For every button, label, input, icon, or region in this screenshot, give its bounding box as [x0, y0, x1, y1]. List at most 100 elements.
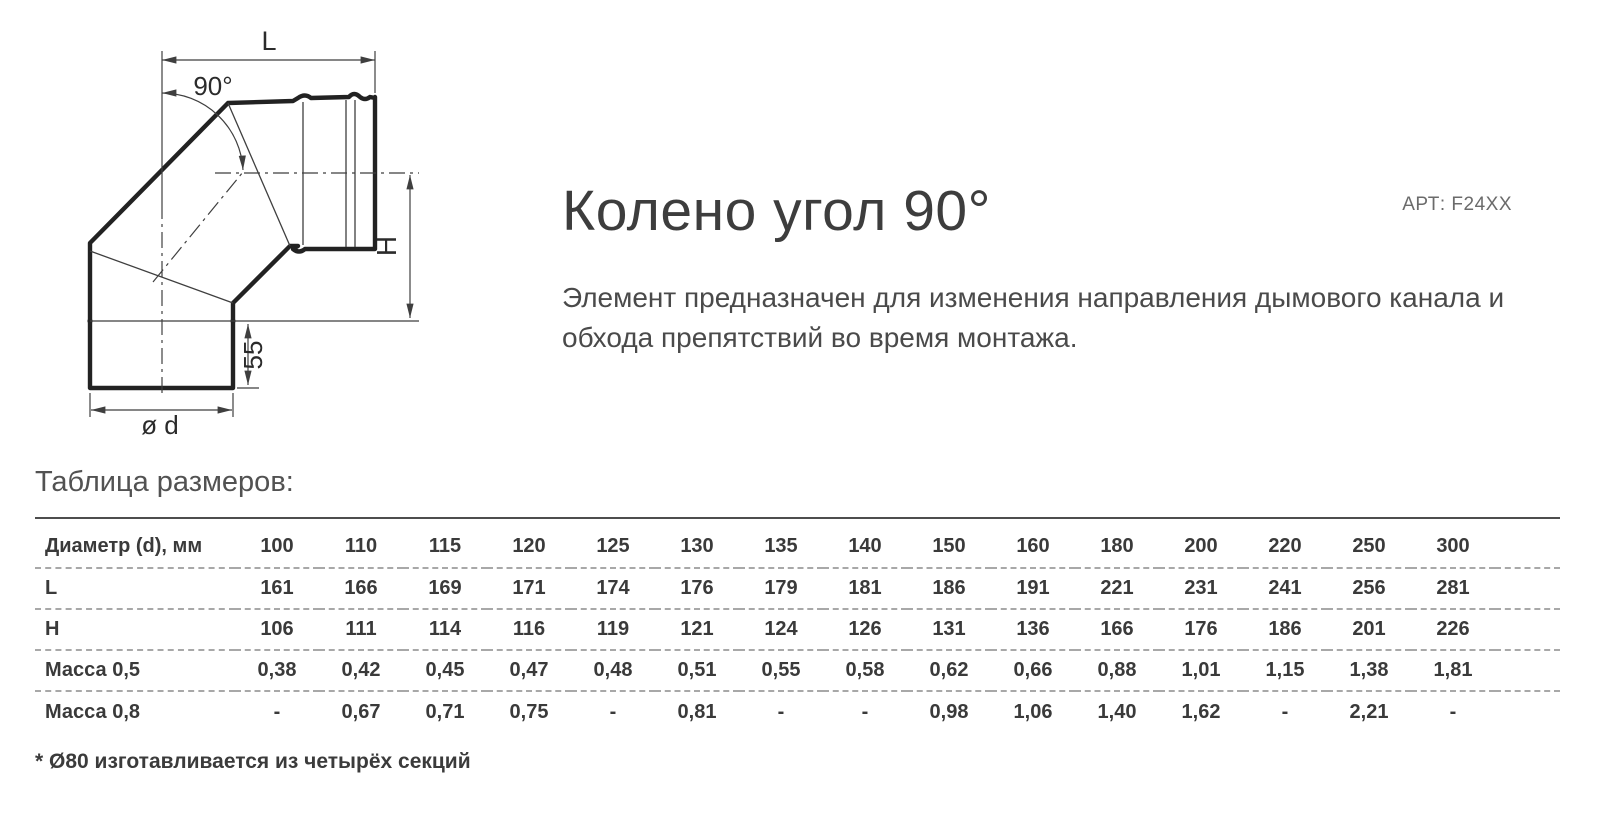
- technical-drawing: L 90° H 55 ø d: [87, 26, 419, 440]
- size-value-cell: 1,01: [1159, 650, 1243, 692]
- size-value-cell: 181: [823, 568, 907, 610]
- size-value-cell: 2,21: [1349, 700, 1389, 723]
- size-value-cell: 121: [655, 609, 739, 651]
- size-value-cell: 169: [403, 568, 487, 610]
- row-label: L: [35, 568, 235, 610]
- product-description: Элемент предназначен для изменения напра…: [562, 282, 1505, 354]
- size-value-cell: 176: [1159, 609, 1243, 651]
- diameter-header-cell: 160: [991, 517, 1075, 569]
- size-value-cell: 186: [1243, 609, 1327, 651]
- diameter-header-cell: 110: [319, 517, 403, 569]
- size-value-cell: 136: [991, 609, 1075, 651]
- diameter-header-cell: 120: [487, 517, 571, 569]
- row-label: H: [35, 609, 235, 651]
- size-value-cell: 241: [1243, 568, 1327, 610]
- size-value-cell: 161: [235, 568, 319, 610]
- table-row: L 161 166 169 171 174 176 179 181 186 191 221 231 241…: [35, 568, 1560, 610]
- size-value-cell: 0,81: [677, 700, 717, 723]
- size-value-cell: 1,06: [1013, 700, 1053, 723]
- size-value-cell: -: [777, 700, 785, 723]
- row-label: Масса 0,5: [35, 650, 235, 692]
- footnote: * Ø80 изготавливается из четырёх секций: [35, 750, 471, 773]
- diameter-header-cell: 130: [655, 517, 739, 569]
- size-value-cell: 114: [403, 609, 487, 651]
- size-value-cell: 171: [487, 568, 571, 610]
- size-value-cell: 1,38: [1327, 650, 1411, 692]
- size-value-cell: -: [273, 700, 281, 723]
- diameter-header-cell: 100: [235, 517, 319, 569]
- diameter-header-cell: 135: [739, 517, 823, 569]
- size-value-cell: 0,58: [823, 650, 907, 692]
- size-table: Диаметр (d), мм 100 110 115 120 125 130 135 140…: [35, 517, 1560, 732]
- size-value-cell: 0,66: [991, 650, 1075, 692]
- size-value-cell: 0,38: [235, 650, 319, 692]
- filler-cell: [1495, 609, 1560, 651]
- size-table-body: L 161 166 169 171 174 176 179 181 186 191 221 231 241…: [35, 568, 1560, 732]
- diameter-header-cell: 180: [1075, 517, 1159, 569]
- size-value-cell: 124: [739, 609, 823, 651]
- size-value-cell: -: [1449, 700, 1457, 723]
- diameter-header-cell: 300: [1411, 517, 1495, 569]
- size-value-cell: 0,98: [929, 700, 969, 723]
- table-header-row: Диаметр (d), мм 100 110 115 120 125 130 135 140…: [35, 517, 1560, 569]
- size-value-cell: 106: [235, 609, 319, 651]
- size-value-cell: 111: [319, 609, 403, 651]
- table-row: Масса 0,5 0,38 0,42 0,45 0,47 0,48 0,51 0,55 0,5…: [35, 650, 1560, 692]
- size-value-cell: 1,15: [1243, 650, 1327, 692]
- diameter-header-cell: 250: [1327, 517, 1411, 569]
- size-value-cell: 119: [571, 609, 655, 651]
- diameter-header-cell: 115: [403, 517, 487, 569]
- size-value-cell: 126: [823, 609, 907, 651]
- size-value-cell: 0,55: [739, 650, 823, 692]
- size-value-cell: 0,42: [319, 650, 403, 692]
- center-lines: [152, 171, 419, 393]
- diameter-header-cell: 125: [571, 517, 655, 569]
- size-value-cell: 0,48: [571, 650, 655, 692]
- filler-cell: [1495, 691, 1560, 732]
- table-heading: Таблица размеров:: [35, 466, 294, 498]
- size-value-cell: 256: [1327, 568, 1411, 610]
- size-value-cell: 186: [907, 568, 991, 610]
- dim-label-length: L: [261, 26, 276, 56]
- dim-label-offset: 55: [238, 341, 268, 370]
- size-value-cell: 1,40: [1097, 700, 1137, 723]
- diameter-header-cell: 140: [823, 517, 907, 569]
- size-value-cell: 176: [655, 568, 739, 610]
- size-value-cell: 1,62: [1181, 700, 1221, 723]
- dim-label-angle: 90°: [193, 71, 232, 101]
- size-value-cell: 231: [1159, 568, 1243, 610]
- table-row: H 106 111 114 116 119 121 124 126 131 136 166 176 186…: [35, 609, 1560, 651]
- dim-label-height: H: [371, 236, 402, 256]
- table-row: Масса 0,8 - 0,67 0,71 0,75 - 0,81 - - 0,98 1,06 1,4…: [35, 691, 1560, 732]
- size-value-cell: 0,45: [403, 650, 487, 692]
- size-value-cell: 221: [1075, 568, 1159, 610]
- size-value-cell: 226: [1411, 609, 1495, 651]
- table-header-label: Диаметр (d), мм: [35, 517, 235, 569]
- size-value-cell: 166: [319, 568, 403, 610]
- size-value-cell: 1,81: [1411, 650, 1495, 692]
- size-value-cell: 166: [1075, 609, 1159, 651]
- size-value-cell: 0,62: [907, 650, 991, 692]
- size-value-cell: 0,67: [341, 700, 381, 723]
- size-value-cell: -: [609, 700, 617, 723]
- dim-label-diameter: ø d: [141, 410, 179, 440]
- filler-cell: [1495, 650, 1560, 692]
- size-value-cell: 201: [1327, 609, 1411, 651]
- size-value-cell: 0,75: [509, 700, 549, 723]
- size-value-cell: 174: [571, 568, 655, 610]
- diameter-header-cell: 150: [907, 517, 991, 569]
- elbow-outline-shape: [87, 91, 378, 391]
- sku-label: АРТ: F24XX: [1402, 194, 1512, 215]
- size-value-cell: -: [861, 700, 869, 723]
- size-value-cell: 281: [1411, 568, 1495, 610]
- size-value-cell: 0,71: [425, 700, 465, 723]
- page-title: Колено угол 90°: [562, 179, 991, 243]
- size-value-cell: 0,47: [487, 650, 571, 692]
- size-value-cell: 179: [739, 568, 823, 610]
- size-value-cell: 0,88: [1075, 650, 1159, 692]
- row-label: Масса 0,8: [45, 700, 140, 723]
- diameter-header-cell: 200: [1159, 517, 1243, 569]
- size-value-cell: 116: [487, 609, 571, 651]
- dimension-lines: [89, 51, 419, 417]
- size-value-cell: 0,51: [655, 650, 739, 692]
